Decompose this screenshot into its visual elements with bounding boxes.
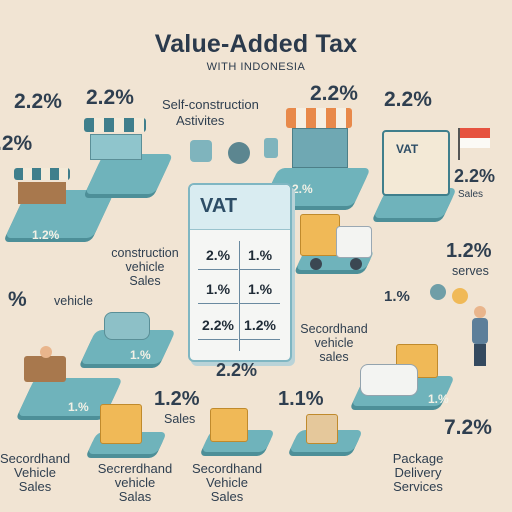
vat-cell: 2.2% — [198, 311, 238, 340]
bottle-icon — [264, 138, 278, 158]
rate-left-partial: .2% — [0, 132, 33, 155]
label-line: Vehicle — [206, 475, 248, 490]
shop-stall-2 — [84, 118, 146, 162]
vat-stall: VAT — [382, 130, 450, 196]
shop-right — [286, 108, 352, 170]
car-icon — [104, 312, 150, 340]
desk-icon — [24, 356, 66, 382]
rate-top-4: 2.2% — [384, 88, 432, 111]
rate-mid-sales: 1.2% — [154, 388, 200, 410]
label-line: Vehicle — [14, 465, 56, 480]
page-title: Value-Added Tax — [154, 30, 358, 58]
label-line: Secordhand — [191, 461, 263, 476]
gear-icon — [430, 284, 446, 300]
label-line: vehicle — [114, 475, 156, 490]
label-line: Secordhand — [0, 451, 71, 466]
shop-stall-left — [14, 168, 70, 208]
person-legs — [474, 344, 486, 366]
rate-top-2: 2.2% — [86, 86, 134, 109]
label-line: Services — [393, 479, 443, 494]
vat-cell: 2.% — [198, 241, 238, 270]
rate-top-1: 2.2% — [14, 90, 62, 113]
rate-platform-mid: 1.% — [130, 348, 151, 362]
vat-cell: 1.% — [240, 275, 280, 304]
label-secondhand-bottom-center: Secordhand Vehicle Sales — [184, 462, 270, 504]
label-secondhand-bottom-mid: Secrerdhand vehicle Salas — [88, 462, 182, 504]
label-line: sales — [319, 350, 349, 364]
rate-platform-bottom-left: 1.% — [68, 400, 89, 414]
label-line: Secrerdhand — [97, 461, 173, 476]
rate-card-bottom: 2.2% — [216, 360, 258, 380]
label-line: Secordhand — [300, 322, 368, 336]
car-icon — [360, 364, 418, 396]
label-vehicle: vehicle — [54, 294, 93, 308]
truck-cab — [336, 226, 372, 258]
person-icon — [474, 306, 486, 318]
wheel-icon — [350, 258, 362, 270]
rate-platform-bottom-right: 1.% — [428, 392, 449, 406]
rate-left-mid: % — [8, 288, 27, 311]
tools-icon — [190, 140, 212, 162]
rate-bottom-center: 1.1% — [278, 388, 324, 410]
label-activities: Astivites — [176, 113, 225, 128]
rate-platform-left: 1.2% — [32, 228, 60, 242]
page-subtitle: WITH INDONESIA — [206, 61, 306, 73]
label-sales-right: Sales — [458, 189, 484, 200]
label-secondhand-bottom-left: Secordhand Vehicle Sales — [0, 452, 76, 494]
label-line: Delivery — [394, 465, 442, 480]
label-line: Salas — [118, 489, 152, 504]
package-box — [100, 404, 142, 444]
indonesia-flag-icon — [458, 128, 490, 160]
label-line: vehicle — [125, 260, 165, 274]
coin-icon — [452, 288, 468, 304]
vat-cell: 1.% — [198, 275, 238, 304]
label-serves: serves — [452, 264, 489, 278]
person-body — [472, 318, 488, 344]
label-line: Package — [392, 451, 444, 466]
vat-cell: 1.2% — [240, 311, 280, 340]
package-box — [210, 408, 248, 442]
gear-icon — [228, 142, 250, 164]
label-secondhand-right: Secordhand vehicle sales — [296, 322, 372, 364]
rate-platform-center: 2.% — [292, 182, 313, 196]
vat-cell: 1.% — [240, 241, 280, 270]
label-line: vehicle — [314, 336, 354, 350]
person-icon — [40, 346, 52, 358]
vat-card-header — [190, 185, 290, 230]
label-package-delivery: Package Delivery Services — [374, 452, 462, 494]
rate-bottom-right: 7.2% — [444, 416, 492, 439]
vat-card: VAT 2.% 1.% 1.% 1.% 2.2% 1.2% — [188, 183, 292, 362]
label-self-construction: Self-construction — [162, 97, 259, 112]
label-sales-mid: Sales — [164, 412, 196, 426]
rate-right-sales: 2.2% — [454, 166, 496, 186]
label-line: Sales — [18, 479, 52, 494]
label-line: Sales — [210, 489, 244, 504]
label-line: Sales — [129, 274, 161, 288]
label-construction-vehicle-sales: construction vehicle Sales — [100, 246, 190, 288]
truck-cargo — [300, 214, 340, 256]
rate-right-mid: 1.% — [384, 288, 410, 305]
package-box — [306, 414, 338, 444]
label-line: construction — [111, 246, 179, 260]
wheel-icon — [310, 258, 322, 270]
rate-right-serves: 1.2% — [446, 240, 492, 262]
rate-top-3: 2.2% — [310, 82, 358, 105]
vat-card-title: VAT — [200, 195, 238, 217]
